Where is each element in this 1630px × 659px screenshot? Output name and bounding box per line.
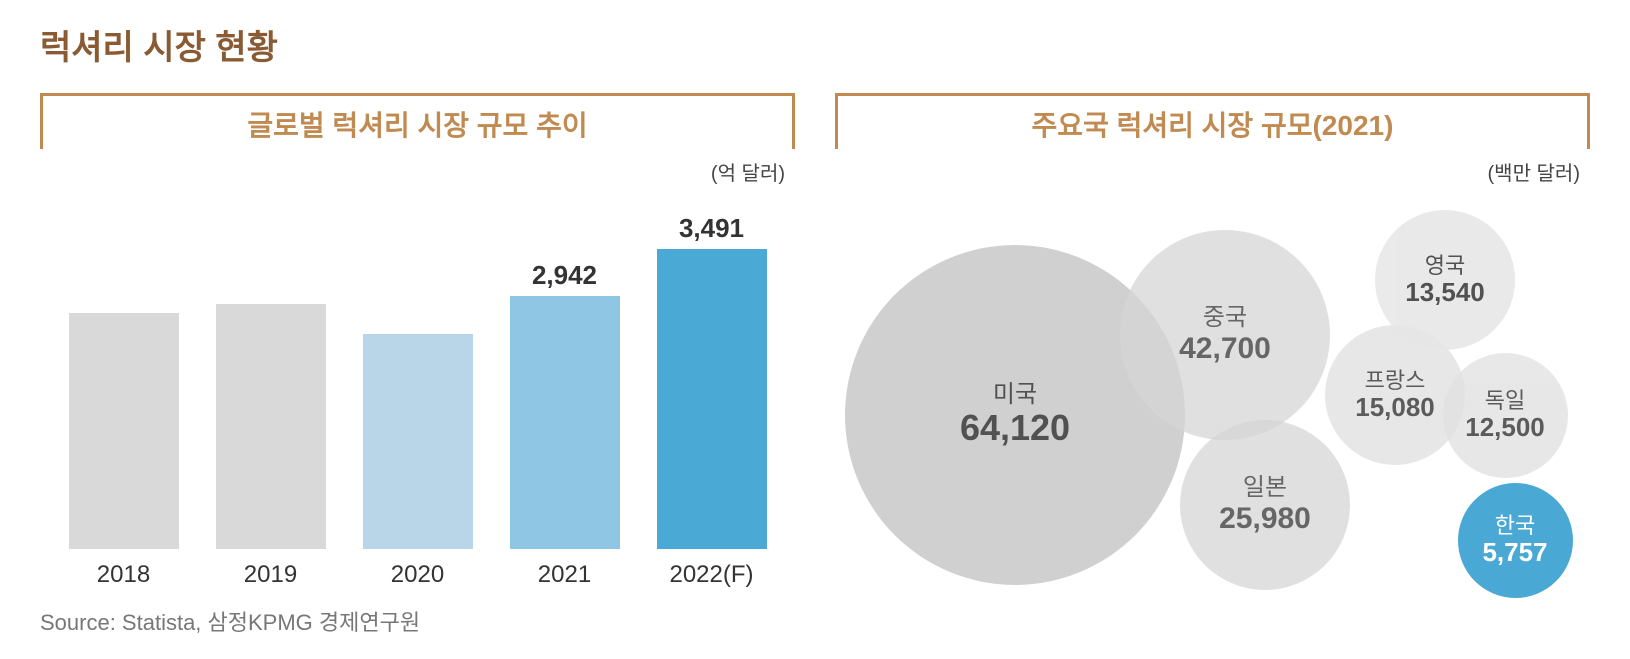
bubble-value: 25,980 (1219, 502, 1311, 535)
bubble-value: 13,540 (1405, 278, 1485, 307)
bar-x-label: 2021 (500, 561, 630, 589)
bar-rect (510, 296, 620, 549)
bar-column: 3,491 (647, 213, 777, 549)
bar-x-label: 2019 (206, 561, 336, 589)
bubble-chart-body: (백만 달러) 미국64,120중국42,700일본25,980프랑스15,08… (835, 149, 1590, 589)
bubble-name: 한국 (1495, 514, 1535, 538)
bubble-name: 중국 (1203, 305, 1247, 331)
bar-rect (69, 313, 179, 549)
bar-rect (216, 304, 326, 549)
bar-x-label: 2018 (59, 561, 189, 589)
panel-global-trend: 글로벌 럭셔리 시장 규모 추이 (억 달러) 2,9423,491 20182… (40, 93, 795, 589)
bubble-name: 일본 (1243, 475, 1287, 501)
bar-chart-area: 2,942 3,491 (50, 207, 785, 549)
panel-country-2021: 주요국 럭셔리 시장 규모(2021) (백만 달러) 미국64,120 중국42… (835, 93, 1590, 589)
bar-column: 2,942 (500, 260, 630, 549)
bar-column (206, 268, 336, 549)
source-text: Source: Statista, 삼정KPMG 경제연구원 (40, 605, 1590, 637)
bubble-중국: 중국42,700 (1120, 230, 1330, 440)
bar-x-label: 2020 (353, 561, 483, 589)
bubble-value: 5,757 (1482, 538, 1547, 567)
bar-rect (657, 249, 767, 549)
panel-title-left: 글로벌 럭셔리 시장 규모 추이 (247, 110, 587, 141)
bar-value-label: 3,491 (679, 213, 744, 243)
bar-value-label: 2,942 (532, 260, 597, 290)
bar-column (353, 298, 483, 549)
panel-title-frame-left: 글로벌 럭셔리 시장 규모 추이 (40, 93, 795, 149)
bubble-chart-area: 미국64,120중국42,700일본25,980프랑스15,080영국13,54… (835, 185, 1590, 589)
bubble-value: 64,120 (960, 408, 1070, 448)
bubble-name: 독일 (1485, 389, 1525, 413)
bubble-일본: 일본25,980 (1180, 420, 1350, 590)
bar-x-label: 2022(F) (647, 561, 777, 589)
bubble-value: 42,700 (1179, 332, 1271, 365)
bubble-독일: 독일12,500 (1443, 353, 1568, 478)
bar-chart-body: (억 달러) 2,942 3,491 2018 2019 2020 2021 2022(F… (40, 149, 795, 589)
panel-title-right: 주요국 럭셔리 시장 규모(2021) (1032, 110, 1394, 141)
bubble-value: 15,080 (1355, 393, 1435, 422)
bubble-name: 미국 (993, 382, 1037, 408)
bar-column (59, 277, 189, 549)
bar-unit-label: (억 달러) (711, 157, 785, 186)
panel-title-frame-right: 주요국 럭셔리 시장 규모(2021) (835, 93, 1590, 149)
bubble-unit-label: (백만 달러) (1488, 157, 1580, 186)
bubble-name: 프랑스 (1365, 369, 1426, 393)
bar-chart-xaxis: 2018 2019 2020 2021 2022(F) (50, 561, 785, 589)
page-title: 럭셔리 시장 현황 (40, 20, 1590, 69)
bubble-name: 영국 (1425, 254, 1465, 278)
bubble-영국: 영국13,540 (1375, 210, 1515, 350)
panels-row: 글로벌 럭셔리 시장 규모 추이 (억 달러) 2,9423,491 20182… (40, 93, 1590, 589)
bubble-한국: 한국5,757 (1458, 483, 1573, 598)
bubble-value: 12,500 (1465, 413, 1545, 442)
bar-rect (363, 334, 473, 549)
